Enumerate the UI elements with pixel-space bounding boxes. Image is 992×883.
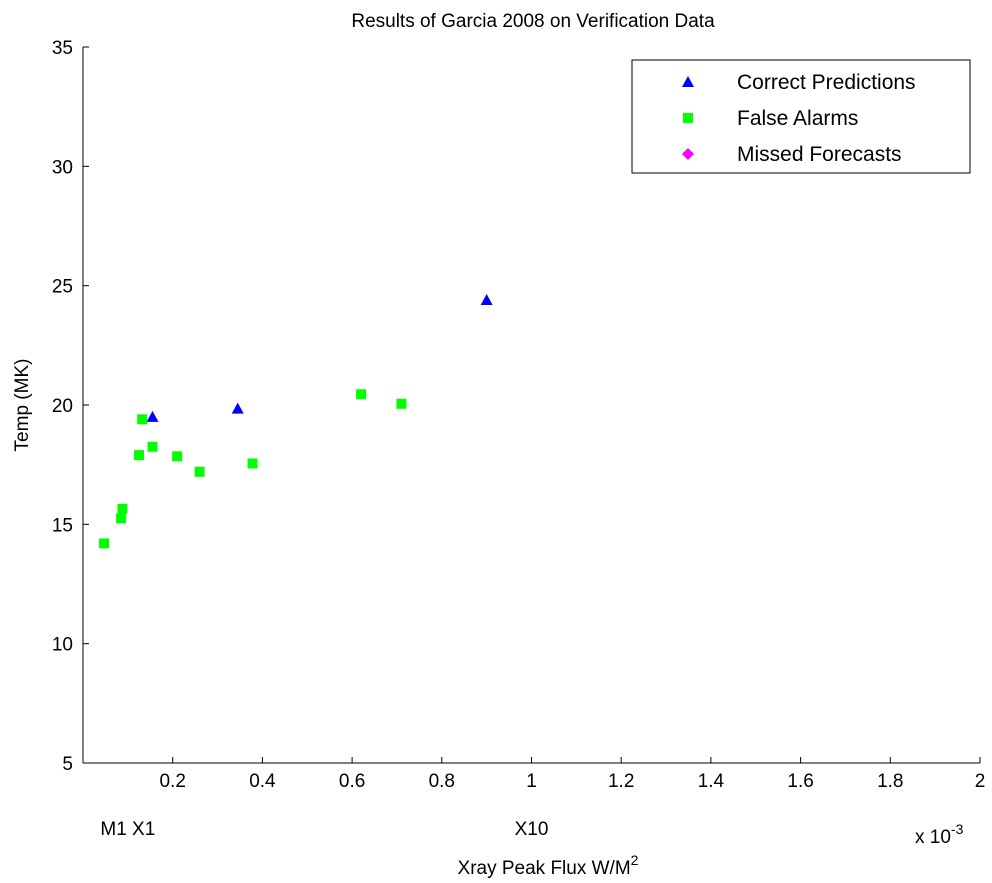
legend-triangle-icon bbox=[682, 76, 694, 87]
legend-label: Correct Predictions bbox=[737, 71, 916, 94]
false-alarm-point bbox=[117, 503, 128, 514]
false-alarm-point bbox=[116, 513, 127, 524]
data-points bbox=[99, 293, 493, 549]
false-alarm-point bbox=[194, 466, 205, 477]
correct-prediction-point bbox=[480, 293, 493, 305]
x-tick-label: 1 bbox=[526, 771, 537, 792]
x-exponent-label: x 10-3 bbox=[915, 821, 964, 848]
y-tick-label: 20 bbox=[52, 396, 73, 417]
x-ticks: 0.2 0.4 0.6 0.8 1 1.2 1.4 1.6 1.8 2 bbox=[159, 757, 985, 792]
y-tick-label: 25 bbox=[52, 277, 73, 298]
false-alarm-point bbox=[396, 398, 407, 409]
y-axis-label: Temp (MK) bbox=[12, 359, 33, 452]
x-axis-label: Xray Peak Flux W/M2 bbox=[458, 852, 639, 879]
x-tick-label: 1.6 bbox=[787, 771, 813, 792]
x-tick-label: 1.8 bbox=[877, 771, 903, 792]
x-tick-label: 0.8 bbox=[429, 771, 455, 792]
y-tick-label: 35 bbox=[52, 38, 73, 59]
correct-prediction-point bbox=[231, 402, 244, 414]
legend-label: False Alarms bbox=[737, 107, 858, 130]
false-alarm-point bbox=[356, 389, 367, 400]
y-ticks: 5 10 15 20 25 30 35 bbox=[52, 38, 89, 775]
x-tick-label: 0.2 bbox=[159, 771, 185, 792]
false-alarm-point bbox=[172, 451, 183, 462]
x-annotation-label: M1 X1 bbox=[100, 819, 155, 840]
y-tick-label: 5 bbox=[62, 754, 73, 775]
false-alarm-point bbox=[247, 458, 258, 469]
y-tick-label: 30 bbox=[52, 157, 73, 178]
x-tick-label: 0.6 bbox=[339, 771, 365, 792]
x-tick-label: 1.4 bbox=[698, 771, 725, 792]
correct-prediction-point bbox=[146, 410, 159, 422]
legend-label: Missed Forecasts bbox=[737, 143, 902, 166]
x-annotations: M1 X1 X10 bbox=[100, 819, 548, 840]
false-alarm-point bbox=[137, 414, 148, 425]
x-tick-label: 1.2 bbox=[608, 771, 634, 792]
y-tick-label: 15 bbox=[52, 515, 73, 536]
false-alarm-point bbox=[134, 450, 145, 461]
legend-square-icon bbox=[683, 113, 693, 123]
x-tick-label: 2 bbox=[975, 771, 986, 792]
false-alarm-point bbox=[99, 538, 110, 549]
chart-title: Results of Garcia 2008 on Verification D… bbox=[351, 11, 715, 32]
x-annotation-label: X10 bbox=[515, 819, 549, 840]
y-tick-label: 10 bbox=[52, 635, 73, 656]
legend: Correct Predictions False Alarms Missed Fo… bbox=[631, 59, 971, 174]
false-alarm-point bbox=[147, 441, 158, 452]
legend-diamond-icon bbox=[682, 148, 694, 160]
x-tick-label: 0.4 bbox=[249, 771, 276, 792]
